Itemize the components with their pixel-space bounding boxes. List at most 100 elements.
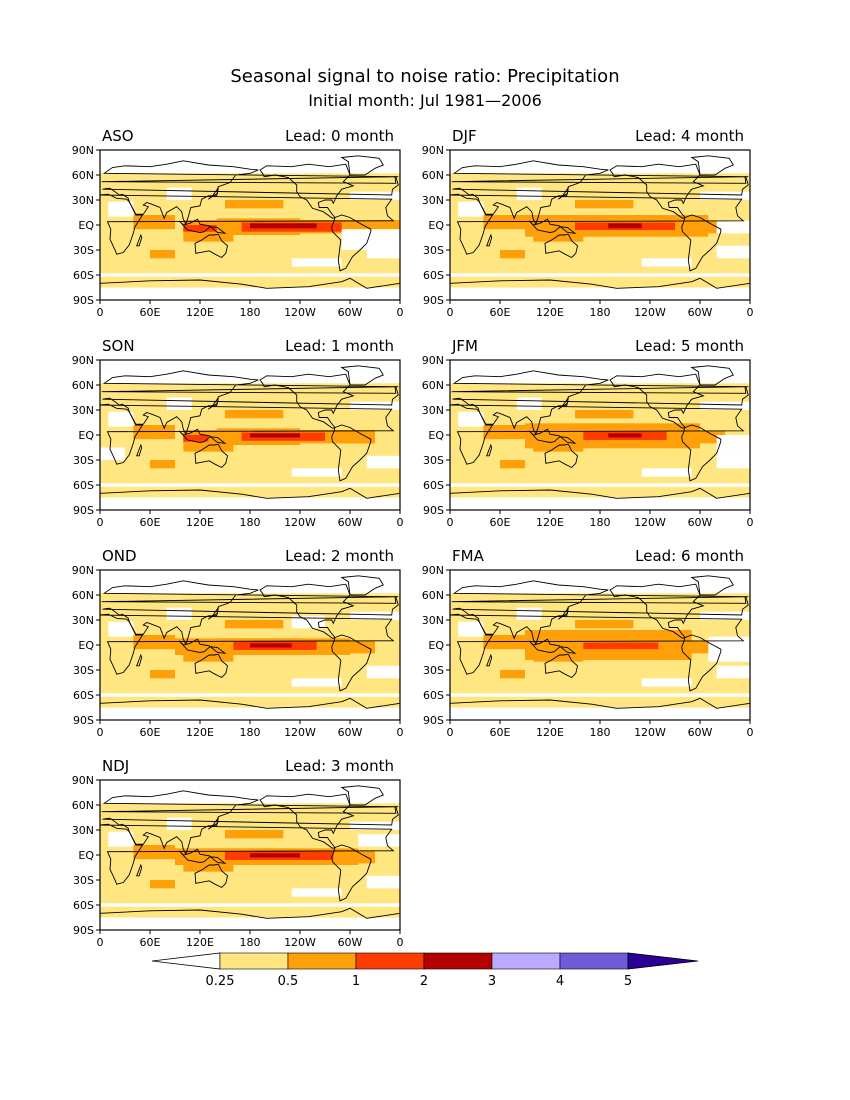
lon-tick-label: 120E (186, 516, 214, 529)
lon-tick-label: 60E (140, 306, 161, 319)
lon-tick-label: 180 (240, 516, 261, 529)
panel-season: DJF (452, 127, 477, 145)
coastline (609, 373, 705, 429)
field-hole (350, 821, 400, 830)
lon-tick-label: 120E (186, 936, 214, 949)
lat-tick-label: 90S (73, 924, 94, 937)
coastline (101, 596, 399, 604)
coastline (558, 187, 569, 200)
lon-tick-label: 180 (240, 936, 261, 949)
panel-lead: Lead: 5 month (635, 337, 744, 355)
lat-tick-label: 30N (422, 614, 444, 627)
coastline (259, 163, 355, 219)
lon-tick-label: 180 (590, 516, 611, 529)
panel-lead: Lead: 1 month (285, 337, 394, 355)
lon-tick-label: 0 (397, 726, 404, 739)
lat-tick-label: 90S (73, 714, 94, 727)
coastline (609, 583, 705, 639)
lon-tick-label: 120W (284, 726, 316, 739)
snr-field (450, 150, 750, 300)
coastline (101, 806, 399, 814)
colorbar-label: 5 (624, 974, 632, 989)
lat-tick-label: EQ (78, 639, 94, 652)
colorbar: 0.25 0.5 1 2 3 4 5 (151, 952, 699, 989)
coastline (451, 596, 749, 604)
coastline (451, 386, 749, 394)
coastline (340, 155, 384, 176)
coastline (178, 638, 227, 654)
field-patch (608, 433, 642, 438)
coastlines (450, 155, 750, 300)
field-hole (350, 611, 400, 620)
lat-tick-label: 30N (422, 404, 444, 417)
coastline (102, 580, 399, 646)
lat-tick-label: 90N (72, 144, 94, 157)
field-patch (133, 635, 175, 650)
field-patch (608, 223, 642, 229)
field-patch (250, 643, 292, 648)
lat-tick-label: 30S (73, 244, 94, 257)
colorbar-label: 1 (352, 974, 360, 989)
coastline (331, 634, 372, 692)
field-hole (516, 607, 542, 620)
figure-subtitle: Initial month: Jul 1981—2006 (308, 91, 542, 110)
coastlines (450, 575, 750, 720)
lon-tick-label: 60E (140, 936, 161, 949)
field-band (100, 906, 400, 918)
field-hole (700, 401, 750, 410)
field-hole (716, 245, 750, 259)
colorbar-label: 4 (556, 974, 564, 989)
field-hole (166, 397, 192, 410)
coastline (450, 193, 745, 255)
lon-tick-label: 60W (688, 726, 713, 739)
coastline (100, 697, 400, 720)
coastline (609, 163, 705, 219)
lon-tick-label: 120E (186, 726, 214, 739)
coastline (452, 160, 749, 226)
lat-tick-label: 90S (73, 504, 94, 517)
lon-tick-label: 0 (97, 516, 104, 529)
coastline (450, 487, 750, 510)
lat-tick-label: 60S (73, 689, 94, 702)
lat-tick-label: 60N (72, 379, 94, 392)
panel-season: ASO (102, 127, 134, 145)
snr-field (450, 360, 750, 510)
coastline (528, 218, 577, 234)
lon-tick-label: 120W (634, 726, 666, 739)
lon-tick-label: 0 (747, 516, 754, 529)
coastline (558, 397, 569, 410)
coastline (528, 428, 577, 444)
snr-field (450, 570, 750, 720)
coastline (340, 365, 384, 386)
lon-tick-label: 60W (338, 306, 363, 319)
field-hole (358, 834, 400, 847)
coastline (450, 697, 750, 720)
lon-tick-label: 120W (284, 936, 316, 949)
coastline (340, 785, 384, 806)
coastline (100, 277, 400, 300)
lon-tick-label: 180 (240, 726, 261, 739)
field-hole (716, 435, 750, 456)
field-hole (100, 273, 400, 277)
lat-tick-label: 60N (72, 169, 94, 182)
lat-tick-label: 60S (73, 899, 94, 912)
field-patch (583, 642, 659, 650)
field-hole (100, 903, 400, 907)
coastline (136, 443, 143, 457)
lat-tick-label: EQ (78, 849, 94, 862)
coastline (194, 233, 228, 259)
field-hole (458, 621, 484, 637)
lon-tick-label: 120W (634, 306, 666, 319)
colorbar-low-arrow (151, 952, 221, 970)
field-patch (483, 635, 525, 650)
lon-tick-label: 60W (338, 516, 363, 529)
coastline (100, 613, 395, 675)
coastline (450, 277, 750, 300)
lat-tick-label: EQ (428, 429, 444, 442)
lon-tick-label: 0 (397, 936, 404, 949)
lon-tick-label: 0 (397, 306, 404, 319)
panel-season: JFM (451, 337, 478, 355)
field-hole (166, 607, 192, 620)
